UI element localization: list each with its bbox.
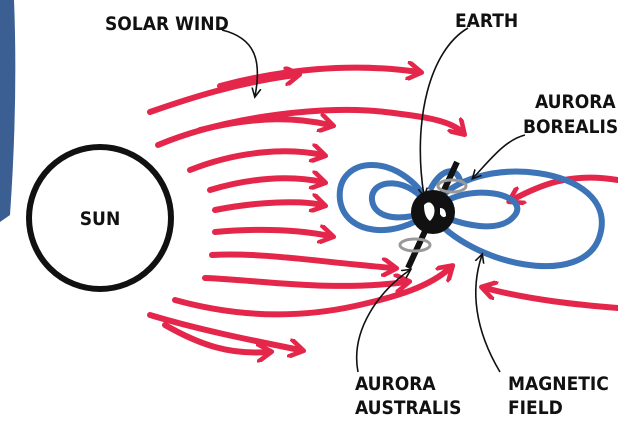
sun-label: SUN (80, 208, 121, 230)
aurora-borealis-label: AURORA (535, 91, 616, 113)
magnetic-field-label: MAGNETIC (508, 373, 609, 395)
diagram: SUN SOLAR WIND EAR (0, 0, 618, 428)
magnetic-field-label: FIELD (508, 397, 563, 419)
aurora-borealis-label: BOREALIS (523, 116, 618, 138)
solar-wind-label: SOLAR WIND (105, 13, 229, 35)
aurora-australis-label: AUSTRALIS (355, 397, 461, 419)
earth-label: EARTH (455, 10, 518, 32)
aurora-australis-label: AURORA (355, 373, 436, 395)
